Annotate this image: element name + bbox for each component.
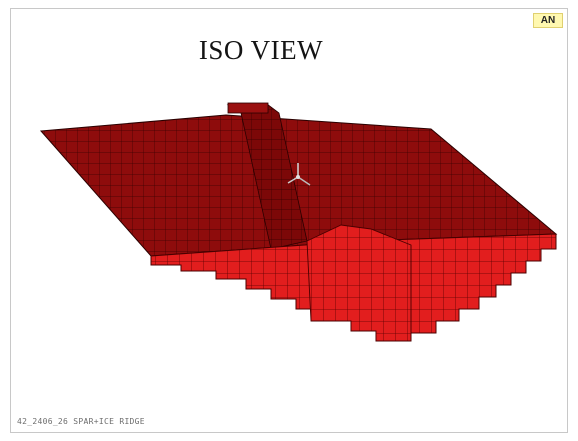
fe-mesh-model — [39, 102, 558, 342]
coordinate-triad-icon — [287, 163, 311, 186]
view-title: ISO VIEW — [198, 35, 324, 65]
ridge-cap — [227, 102, 269, 114]
logo-badge: AN — [533, 13, 563, 28]
ridge-front-face — [306, 224, 412, 342]
model-caption: 42_2406_26 SPAR+ICE RIDGE — [17, 417, 145, 426]
graphics-viewport[interactable]: AN ISO VIEW — [10, 8, 568, 433]
